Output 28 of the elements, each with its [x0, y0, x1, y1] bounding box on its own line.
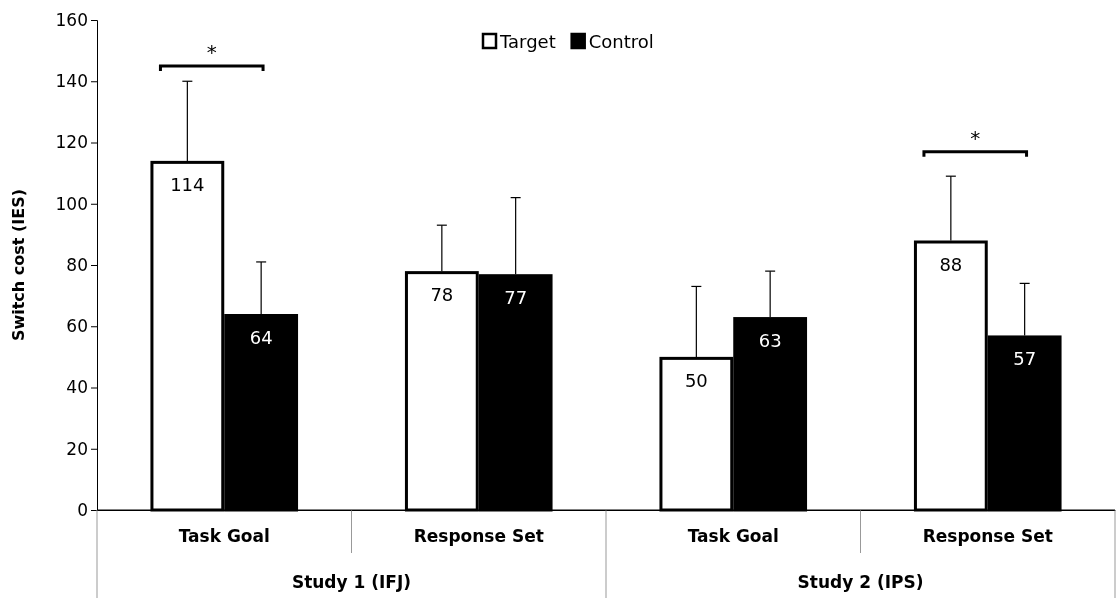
x-tick-label: Response Set	[922, 526, 1053, 547]
y-tick-label: 60	[66, 316, 88, 337]
text: Study 1 (IFJ)	[291, 572, 412, 592]
y-tick-label: 0	[77, 499, 88, 520]
data-label: 114	[170, 173, 205, 195]
legend-label: Target	[499, 31, 556, 52]
data-label: 50	[684, 369, 708, 391]
x-tick-label: Task Goal	[687, 526, 779, 547]
data-label: 57	[1013, 348, 1037, 370]
data-label: 64	[249, 327, 273, 348]
y-tick-label: 80	[66, 254, 88, 275]
data-label: 88	[939, 253, 963, 275]
y-tick-label: 20	[66, 438, 88, 459]
annotation: *	[970, 125, 981, 150]
x-tick-label: Task Goal	[178, 526, 270, 547]
y-tick-label: 100	[55, 193, 88, 214]
text: Study 2 (IPS)	[797, 572, 924, 592]
y-tick-label: 140	[55, 71, 88, 92]
y-tick-label: 40	[66, 377, 88, 398]
data-label: 77	[504, 287, 528, 309]
y-axis-title: Switch cost (IES)	[9, 188, 28, 342]
y-tick-label: 160	[55, 9, 88, 30]
x-tick-label: Response Set	[413, 526, 544, 547]
data-label: 63	[758, 330, 782, 352]
y-tick-label: 120	[55, 132, 88, 153]
annotation: *	[206, 39, 217, 64]
legend-label: Control	[588, 31, 654, 52]
data-label: 78	[430, 284, 454, 306]
